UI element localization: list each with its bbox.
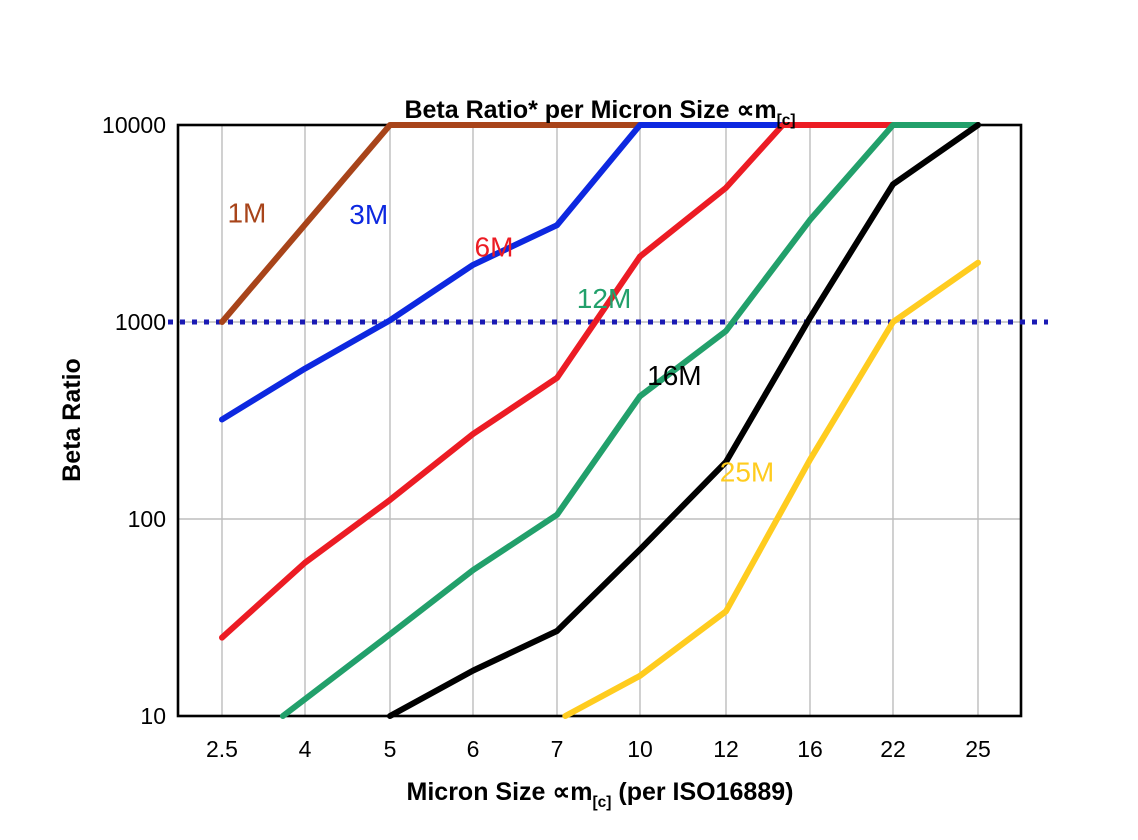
x-tick-2.5: 2.5 — [206, 736, 238, 762]
series-line-3M — [219, 122, 981, 423]
series-line-6M — [219, 122, 981, 641]
series-line-16M — [387, 122, 981, 719]
x-tick-5: 5 — [384, 736, 397, 762]
x-tick-16: 16 — [797, 736, 823, 762]
x-tick-22: 22 — [880, 736, 906, 762]
y-tick-10: 10 — [140, 703, 166, 729]
x-tick-7: 7 — [551, 736, 564, 762]
x-tick-6: 6 — [467, 736, 480, 762]
x-tick-12: 12 — [713, 736, 739, 762]
chart-title: Beta Ratio* per Micron Size ∝m[c] — [404, 96, 795, 129]
series-line-25M — [562, 259, 981, 719]
x-axis-title: Micron Size ∝m[c] (per ISO16889) — [407, 778, 794, 811]
y-tick-100: 100 — [128, 506, 166, 532]
series-label-16M: 16M — [647, 360, 701, 391]
series-label-6M: 6M — [475, 232, 514, 263]
x-tick-4: 4 — [299, 736, 312, 762]
y-tick-10000: 10000 — [102, 112, 166, 138]
x-tick-10: 10 — [627, 736, 653, 762]
y-tick-1000: 1000 — [115, 309, 166, 335]
series-label-12M: 12M — [577, 283, 631, 314]
x-axis-tick-labels: 2.5 4 5 6 7 10 12 16 22 25 — [206, 736, 991, 762]
series-label-25M: 25M — [720, 457, 774, 488]
series-label-3M: 3M — [349, 199, 388, 230]
series-label-1M: 1M — [227, 197, 266, 228]
series-lines — [219, 122, 981, 719]
x-tick-25: 25 — [965, 736, 991, 762]
series-line-12M — [279, 122, 981, 719]
y-axis-tick-labels: 10 100 1000 10000 — [102, 112, 166, 729]
y-axis-title: Beta Ratio — [58, 358, 86, 482]
series-inline-labels: 1M 3M 6M 12M 16M 25M — [227, 197, 774, 487]
